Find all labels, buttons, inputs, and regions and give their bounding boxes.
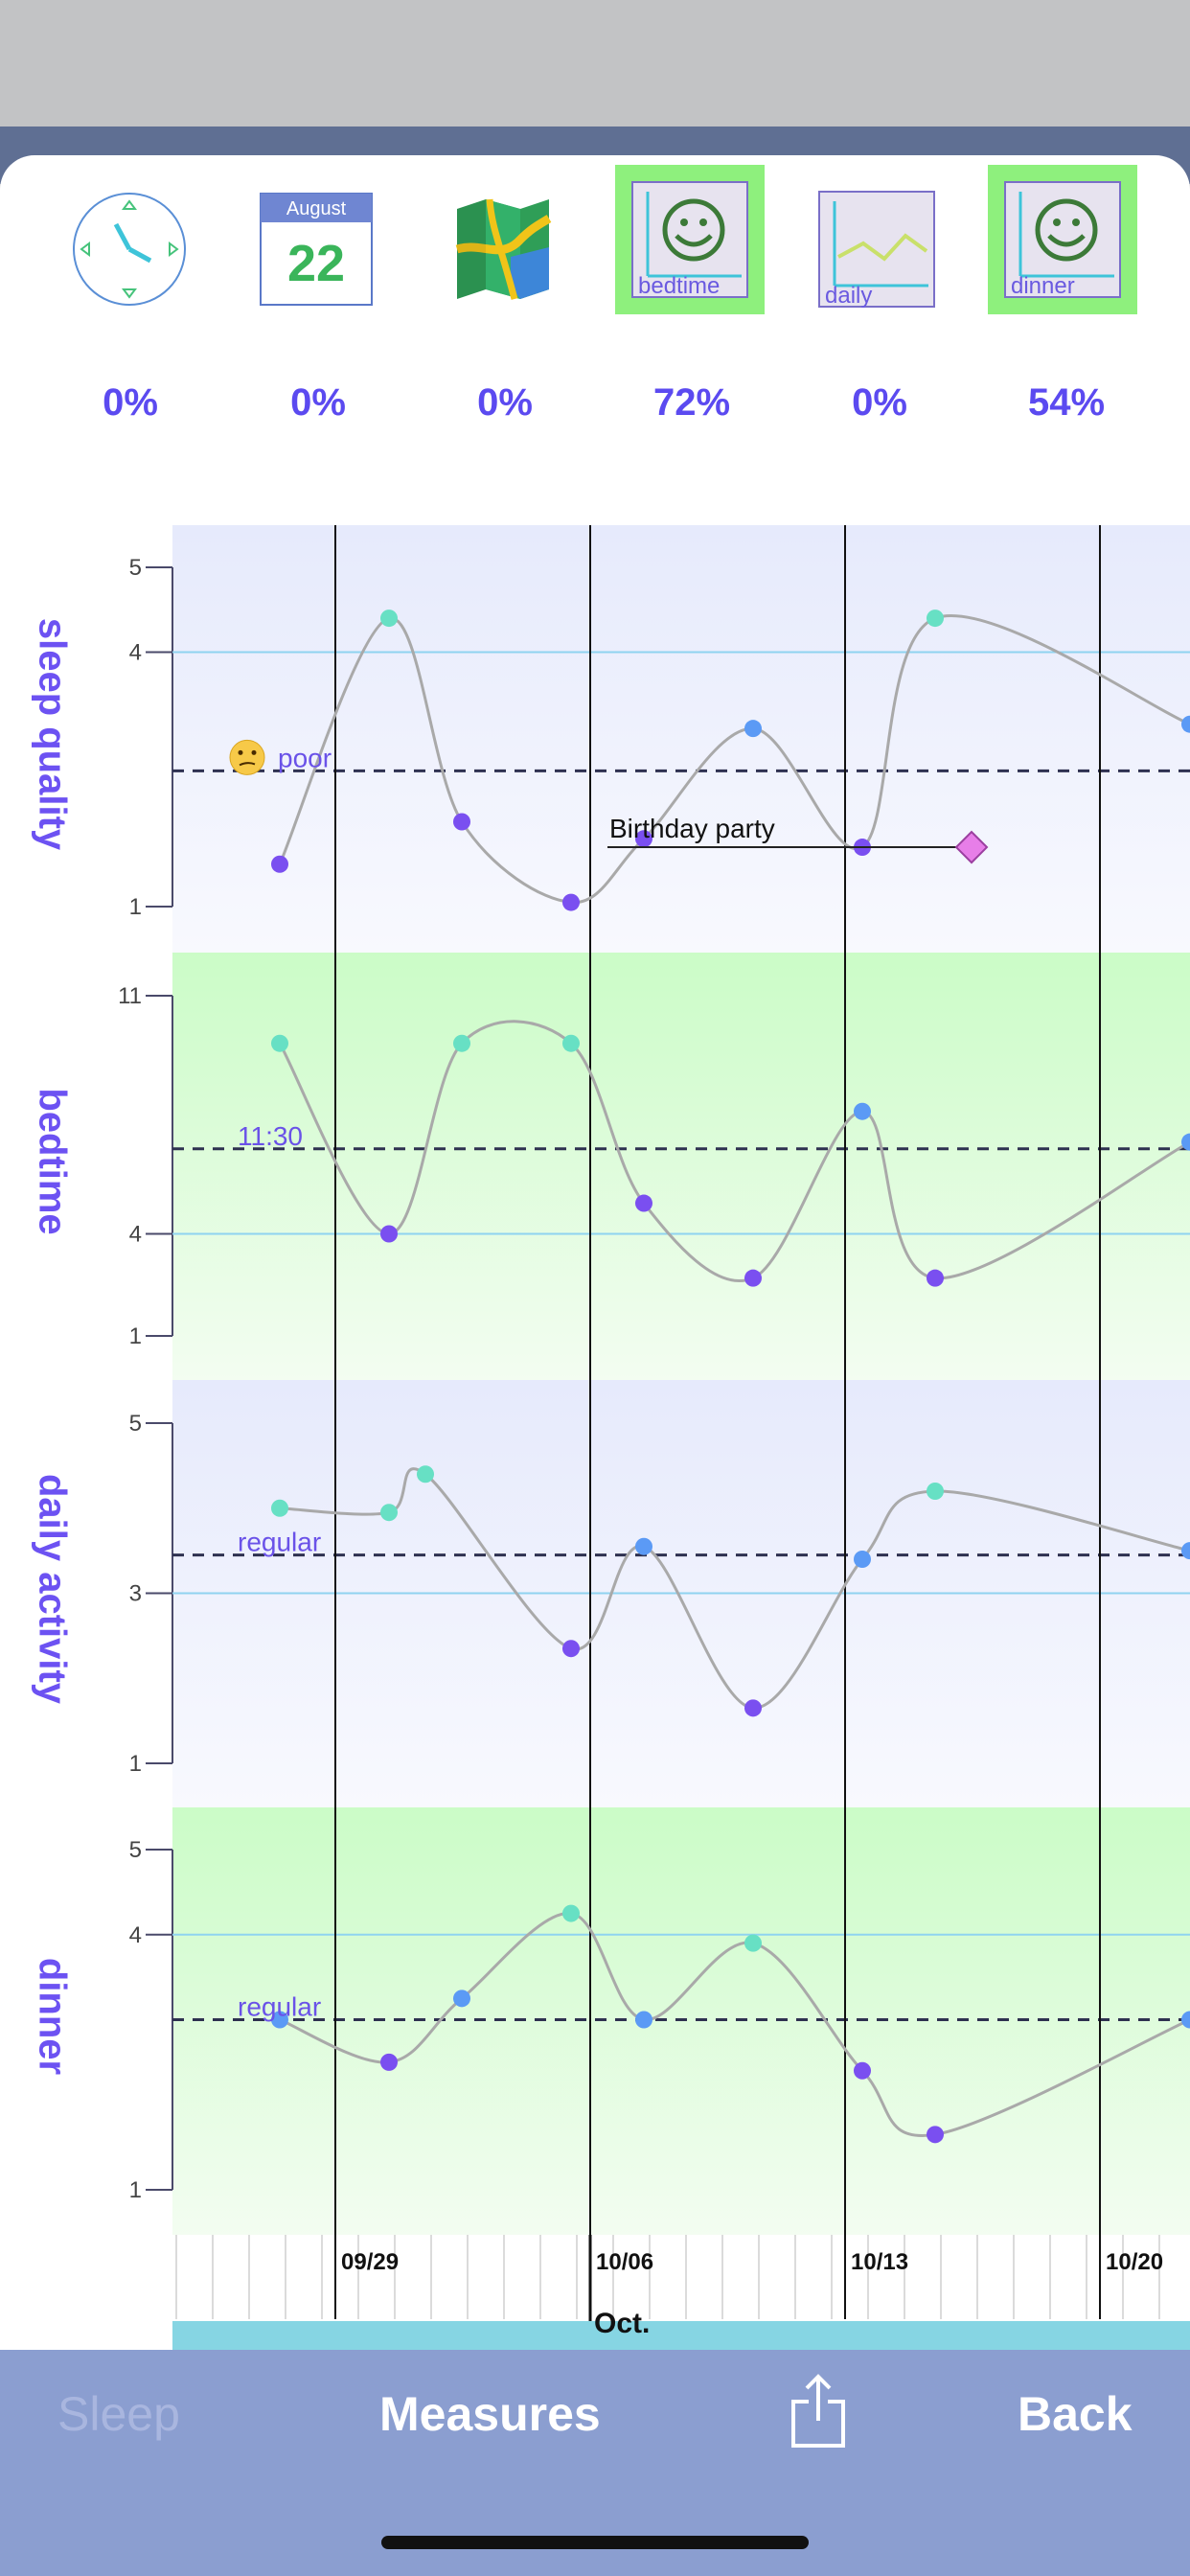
sleep-button[interactable]: Sleep (57, 2387, 180, 2441)
dinner-chart-icon[interactable]: dinner (988, 165, 1137, 314)
y-tick-label: 4 (129, 1922, 142, 1948)
x-date-label: 10/13 (851, 2249, 908, 2275)
dinner-icon-label: dinner (1011, 273, 1075, 299)
data-point[interactable] (562, 1640, 580, 1658)
status-bar-area (0, 0, 1190, 129)
data-point[interactable] (562, 1034, 580, 1052)
y-tick-label: 11 (118, 983, 142, 1009)
share-icon[interactable] (788, 2373, 849, 2450)
data-point[interactable] (562, 893, 580, 911)
map-icon[interactable] (441, 182, 565, 316)
calendar-day: 22 (287, 235, 345, 292)
reference-label: regular (238, 1528, 321, 1557)
series-line (279, 1467, 1190, 1710)
dinner-percent: 54% (1027, 381, 1106, 424)
data-point[interactable] (744, 1934, 762, 1952)
measures-button[interactable]: Measures (379, 2387, 601, 2441)
home-indicator (381, 2536, 809, 2549)
y-tick-label: 5 (129, 555, 142, 581)
panel-title-sleep-quality: sleep quality (31, 617, 74, 851)
data-point[interactable] (635, 1537, 652, 1555)
panel-title-daily-activity: daily activity (31, 1473, 74, 1705)
measures-chart[interactable]: 1 4 5 poor Birthday party 1 4 11 11:30 1 3 5 regular… (0, 0, 1190, 2350)
data-point[interactable] (271, 2011, 288, 2029)
clock-icon[interactable] (67, 182, 192, 316)
data-point[interactable] (854, 1102, 871, 1120)
clock-percent: 0% (103, 381, 158, 424)
data-point[interactable] (453, 1990, 470, 2008)
data-point[interactable] (1181, 2011, 1190, 2029)
back-button[interactable]: Back (1018, 2387, 1133, 2441)
panel-background (172, 525, 1190, 953)
data-point[interactable] (562, 1904, 580, 1922)
data-point[interactable] (927, 2126, 944, 2144)
data-point[interactable] (635, 2011, 652, 2029)
data-point[interactable] (854, 1551, 871, 1568)
y-tick-label: 3 (129, 1581, 142, 1607)
data-point[interactable] (1181, 715, 1190, 733)
data-point[interactable] (1181, 1542, 1190, 1560)
bedtime-icon-label: bedtime (638, 273, 720, 299)
bedtime-chart-icon[interactable]: bedtime (615, 165, 765, 314)
calendar-month: August (286, 198, 347, 219)
daily-percent: 0% (852, 381, 907, 424)
map-percent: 0% (477, 381, 533, 424)
daily-icon-label: daily (825, 283, 872, 309)
panel-title-bedtime: bedtime (31, 1088, 74, 1235)
confused-face-icon (229, 739, 265, 775)
x-date-label: 09/29 (341, 2249, 399, 2275)
reference-label: regular (238, 1992, 321, 2022)
data-point[interactable] (453, 813, 470, 831)
y-tick-label: 4 (129, 640, 142, 666)
data-point[interactable] (744, 720, 762, 738)
data-point[interactable] (380, 610, 398, 628)
y-tick-label: 1 (129, 1323, 142, 1349)
y-tick-label: 4 (129, 1222, 142, 1248)
calendar-percent: 0% (290, 381, 346, 424)
data-point[interactable] (1181, 1133, 1190, 1151)
data-point[interactable] (453, 1034, 470, 1052)
data-point[interactable] (635, 830, 652, 848)
annotation-label: Birthday party (609, 814, 775, 843)
y-tick-label: 5 (129, 1411, 142, 1437)
series-line (278, 614, 1190, 905)
data-point[interactable] (635, 1194, 652, 1212)
data-point[interactable] (927, 1269, 944, 1287)
x-date-label: 10/06 (596, 2249, 653, 2275)
bedtime-percent: 72% (652, 381, 731, 424)
reference-label: poor (278, 743, 332, 772)
data-point[interactable] (744, 1699, 762, 1717)
data-point[interactable] (380, 1504, 398, 1522)
data-point[interactable] (380, 1225, 398, 1243)
y-tick-label: 1 (129, 1751, 142, 1777)
data-point[interactable] (927, 1483, 944, 1500)
reference-label: 11:30 (238, 1121, 303, 1151)
data-point[interactable] (417, 1465, 434, 1484)
month-label: Oct. (594, 2308, 650, 2339)
x-date-label: 10/20 (1106, 2249, 1163, 2275)
y-tick-label: 1 (129, 894, 142, 920)
y-tick-label: 1 (129, 2177, 142, 2203)
data-point[interactable] (271, 1499, 288, 1517)
daily-chart-icon[interactable]: daily (814, 182, 939, 316)
series-line (278, 1020, 1190, 1282)
panel-title-dinner: dinner (31, 1957, 74, 2076)
data-point[interactable] (271, 1034, 288, 1052)
annotation-marker-icon[interactable] (954, 830, 989, 864)
panel-background (172, 953, 1190, 1380)
y-tick-label: 5 (129, 1837, 142, 1863)
data-point[interactable] (854, 2061, 871, 2080)
data-point[interactable] (271, 855, 288, 873)
data-point[interactable] (744, 1269, 762, 1287)
calendar-icon[interactable]: August 22 (254, 182, 378, 316)
data-point[interactable] (927, 610, 944, 628)
month-band (172, 2321, 1190, 2350)
data-point[interactable] (380, 2053, 398, 2071)
